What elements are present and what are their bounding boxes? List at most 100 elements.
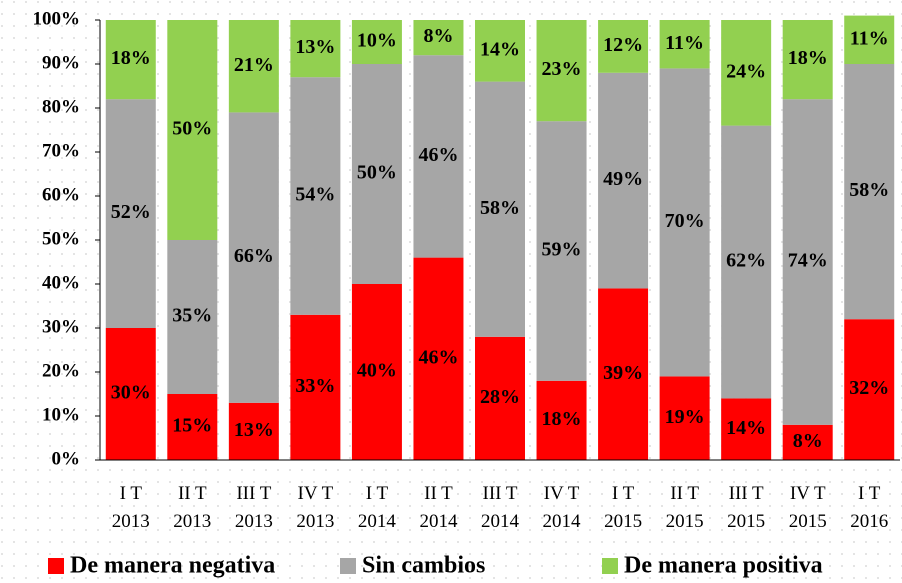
bar-segment [475,20,525,82]
data-label: 39% [603,362,643,384]
data-label: 12% [603,34,643,56]
data-label: 50% [172,118,212,140]
data-label: 18% [111,47,151,69]
data-label: 18% [788,47,828,69]
data-label: 19% [665,406,705,428]
bar-segment [228,402,279,460]
bar-segment [228,20,279,113]
x-tick-line: 2013 [173,511,211,532]
bar-segment [105,20,156,100]
data-label: 66% [234,245,274,267]
bar-segment [475,336,525,460]
x-tick-label: IV T 2015 [789,483,827,532]
y-tick-label: 100% [33,8,81,29]
x-tick-line: II T [178,483,207,504]
bar-segment [105,328,156,460]
data-label: 58% [480,197,520,219]
bar-segment [782,424,833,460]
x-tick-label: II T 2015 [666,483,704,532]
data-label: 52% [111,201,151,223]
bar-segment [413,20,464,56]
y-tick-label: 20% [42,360,80,381]
data-label: 35% [172,305,212,327]
x-tick-label: I T 2015 [604,483,642,532]
x-tick-line: 2015 [604,511,642,532]
bar-segment [598,72,649,289]
x-tick-line: 2013 [235,511,273,532]
bar-segment [659,20,710,69]
x-tick-line: 2014 [481,511,520,532]
bar-segment [105,99,156,328]
data-label: 23% [542,58,582,80]
x-tick-label: I T 2013 [112,483,150,532]
bar-segment [351,20,402,64]
bar-segment [721,20,772,126]
bar-segment [167,394,218,460]
x-tick-line: 2014 [419,511,458,532]
x-tick-label: IV T 2014 [543,483,582,532]
x-tick-line: II T [670,483,699,504]
bar-segment [351,64,402,284]
bar-segment [844,319,895,460]
y-tick-label: 10% [42,404,80,425]
x-tick-line: IV T [790,483,826,504]
legend-label: De manera positiva [624,553,823,579]
bar-segment [659,68,710,377]
x-tick-line: 2013 [112,511,150,532]
bar-segment [782,99,833,425]
bar-segment [536,380,587,460]
legend-label: Sin cambios [362,553,485,579]
bar-segment [844,15,895,65]
bar-segment [290,314,341,460]
x-tick-line: III T [483,483,518,504]
data-label: 13% [234,419,274,441]
x-tick-line: 2014 [543,511,582,532]
x-tick-line: II T [424,483,453,504]
data-label: 14% [480,38,520,60]
legend-swatch [340,558,356,574]
bar-segment [351,284,402,460]
bar-segment [167,20,218,240]
bar-segment [475,81,525,337]
data-label: 33% [295,375,335,397]
y-tick-label: 30% [42,316,80,337]
x-tick-label: I T 2016 [850,483,888,532]
y-tick-label: 90% [42,52,80,73]
x-tick-label: II T 2013 [173,483,211,532]
x-tick-line: 2015 [666,511,704,532]
bar-segment [536,121,587,381]
x-tick-label: III T 2015 [727,483,765,532]
data-label: 49% [603,168,643,190]
x-tick-line: III T [729,483,764,504]
data-label: 18% [542,408,582,430]
data-label: 70% [665,210,705,232]
legend-label: De manera negativa [70,553,275,579]
data-label: 15% [172,415,212,437]
x-tick-line: I T [120,483,143,504]
bar-segment [721,398,772,460]
x-tick-label: I T 2014 [358,483,397,532]
data-label: 74% [788,250,828,272]
data-label: 46% [418,144,458,166]
bar-segment [167,240,218,394]
x-tick-line: I T [612,483,635,504]
x-tick-line: 2015 [789,511,827,532]
bar-segment [721,125,772,399]
x-tick-line: 2015 [727,511,765,532]
bar-segment [413,55,464,258]
bar-segment [290,77,341,315]
x-tick-line: 2016 [850,511,888,532]
data-label: 46% [418,346,458,368]
x-tick-line: IV T [298,483,334,504]
data-label: 21% [234,54,274,76]
x-tick-label: II T 2014 [419,483,458,532]
data-label: 28% [480,386,520,408]
x-tick-line: I T [858,483,881,504]
x-tick-label: III T 2014 [481,483,520,532]
x-tick-line: III T [236,483,271,504]
data-label: 30% [111,382,151,404]
y-tick-label: 70% [42,140,80,161]
y-tick-label: 40% [42,272,80,293]
bar-segment [290,20,341,78]
bar-segment [598,288,649,460]
